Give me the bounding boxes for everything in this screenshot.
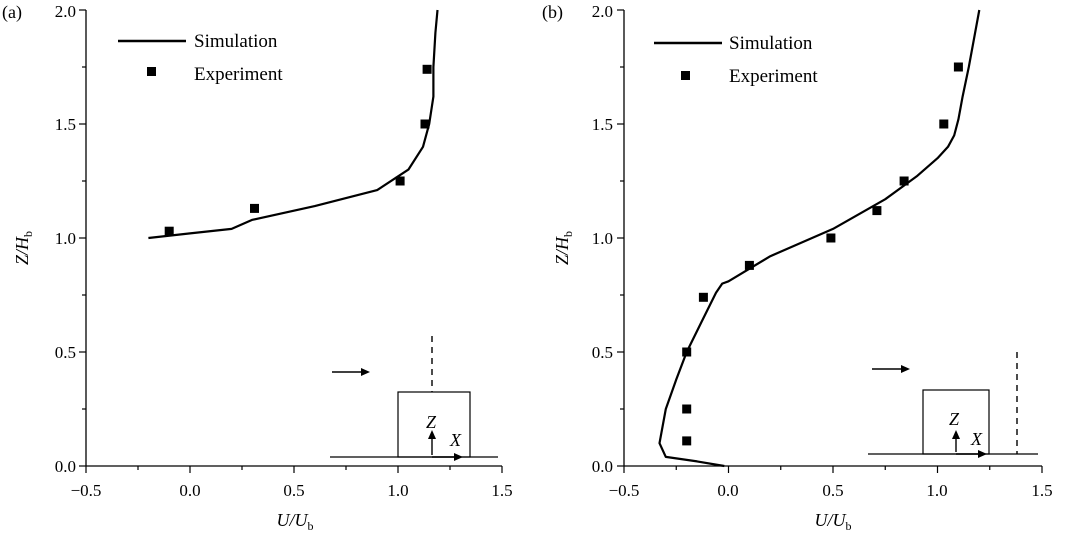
experiment-point xyxy=(250,203,259,213)
x-tick-label: 1.5 xyxy=(1031,481,1052,500)
panel-label-a: (a) xyxy=(2,2,22,23)
z-axis-arrowhead xyxy=(428,430,436,439)
x-tick-label: 0.5 xyxy=(822,481,843,500)
y-axis-title: Z/Hb xyxy=(12,231,35,265)
inflow-arrowhead xyxy=(901,365,910,373)
y-tick-label: 1.5 xyxy=(55,115,76,134)
y-tick-label: 2.0 xyxy=(592,2,613,21)
axis-ticks xyxy=(79,9,503,473)
experiment-point xyxy=(899,176,909,186)
x-axis-arrowhead xyxy=(978,450,987,458)
panel-a: (a) 0.0 0.5 1.0 1.5 2.0 −0.5 0.0 0.5 1.0… xyxy=(2,2,513,533)
x-tick-label: 1.0 xyxy=(926,481,947,500)
legend-simulation-label: Simulation xyxy=(194,31,278,52)
legend-simulation-label: Simulation xyxy=(729,33,813,54)
experiment-point xyxy=(420,119,430,129)
legend-experiment-label: Experiment xyxy=(729,66,818,87)
x-tick-label: 0.0 xyxy=(179,481,200,500)
y-tick-label: 1.0 xyxy=(55,229,76,248)
simulation-line xyxy=(658,9,981,468)
inset-x-label: X xyxy=(970,429,983,449)
experiment-points xyxy=(682,62,963,446)
panel-b: (b) 0.0 0.5 1.0 1.5 2.0 −0.5 0.0 0.5 1.0… xyxy=(542,2,1053,533)
y-tick-label: 0.0 xyxy=(592,457,613,476)
legend-experiment-label: Experiment xyxy=(194,64,283,85)
experiment-point xyxy=(682,404,692,414)
experiment-point xyxy=(953,62,963,72)
experiment-point xyxy=(682,347,692,357)
experiment-point xyxy=(939,119,949,129)
x-tick-label: 1.5 xyxy=(491,481,512,500)
y-tick-label: 0.0 xyxy=(55,457,76,476)
y-tick-label: 2.0 xyxy=(55,2,76,21)
x-tick-label: 1.0 xyxy=(387,481,408,500)
experiment-point xyxy=(682,436,692,446)
axis-ticks xyxy=(617,9,1043,473)
y-axis-title: Z/Hb xyxy=(552,231,575,265)
inflow-arrowhead xyxy=(361,368,370,376)
x-tick-label: 0.0 xyxy=(717,481,738,500)
legend-square-swatch xyxy=(147,67,156,76)
inset-x-label: X xyxy=(449,430,462,450)
x-tick-label: −0.5 xyxy=(609,481,640,500)
x-axis-title: U/Ub xyxy=(815,510,852,533)
simulation-line xyxy=(148,9,439,240)
y-tick-label: 0.5 xyxy=(592,343,613,362)
flow-schematic-inset: Z X xyxy=(868,352,1038,458)
inset-z-label: Z xyxy=(426,412,437,432)
inset-z-label: Z xyxy=(949,409,960,429)
z-axis-arrowhead xyxy=(952,430,960,439)
experiment-point xyxy=(826,233,836,243)
experiment-point xyxy=(698,292,708,302)
x-axis-arrowhead xyxy=(454,453,463,461)
x-axis-title: U/Ub xyxy=(277,510,314,533)
experiment-points xyxy=(164,64,432,236)
panel-label-b: (b) xyxy=(542,2,563,23)
experiment-point xyxy=(422,64,432,74)
experiment-point xyxy=(395,176,405,186)
experiment-point xyxy=(164,226,174,236)
y-tick-label: 1.5 xyxy=(592,115,613,134)
legend-square-swatch xyxy=(681,71,690,80)
flow-schematic-inset: Z X xyxy=(330,336,498,461)
experiment-point xyxy=(872,206,882,216)
experiment-point xyxy=(744,260,754,270)
y-tick-label: 1.0 xyxy=(592,229,613,248)
x-tick-label: 0.5 xyxy=(283,481,304,500)
x-tick-label: −0.5 xyxy=(71,481,102,500)
y-tick-label: 0.5 xyxy=(55,343,76,362)
